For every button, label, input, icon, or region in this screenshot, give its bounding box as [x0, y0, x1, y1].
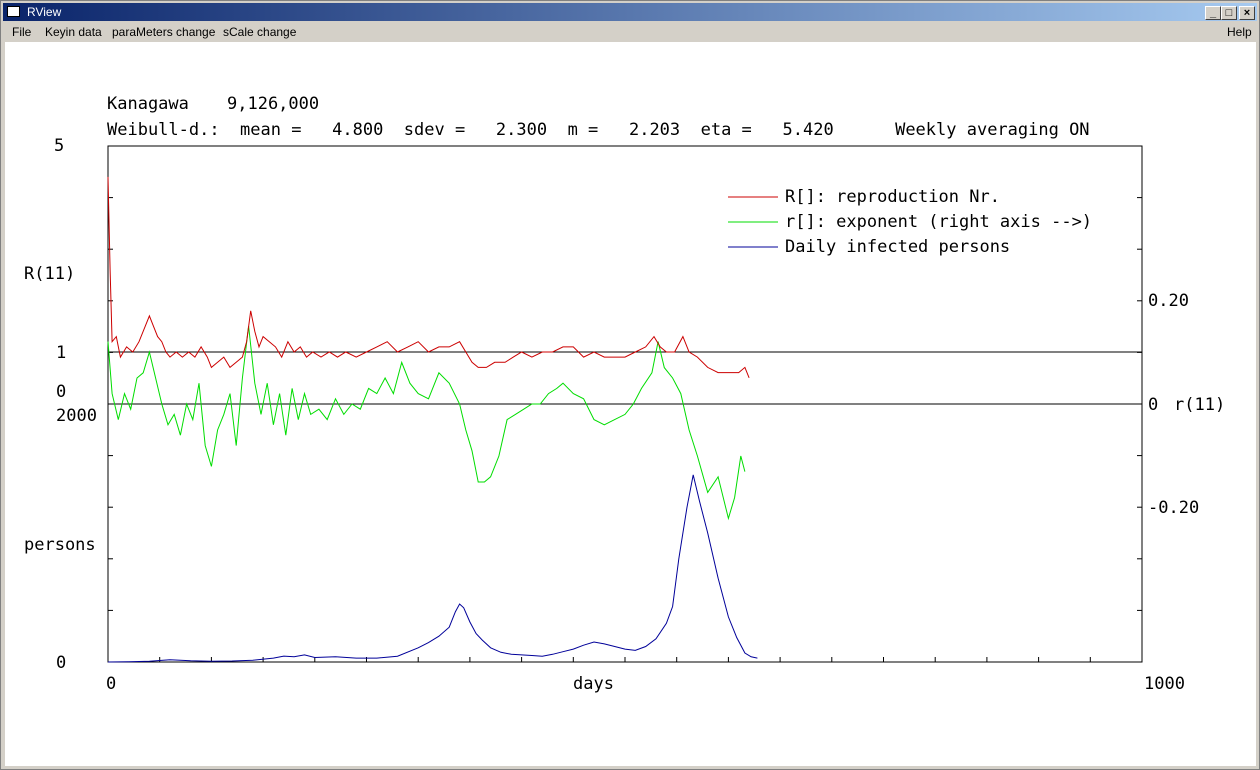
persons-axis-zero-label: 0 — [56, 653, 66, 673]
right-axis-zero-label: 0 — [1148, 395, 1158, 415]
r-axis-zero-label: 0 — [56, 382, 66, 402]
close-icon[interactable]: × — [1239, 6, 1255, 20]
app-icon — [7, 6, 20, 17]
menu-file[interactable]: File — [12, 25, 32, 39]
region-name: Kanagawa — [107, 94, 189, 114]
series-reproduction-R — [107, 176, 750, 378]
menu-help[interactable]: Help — [1227, 25, 1252, 39]
right-axis-neg-label: -0.20 — [1148, 498, 1199, 518]
series-daily-infected — [107, 474, 758, 663]
r-axis-top-label: 5 — [54, 136, 64, 156]
menu-keyin-data[interactable]: Keyin data — [45, 25, 102, 39]
legend-label-daily: Daily infected persons — [785, 237, 1010, 257]
legend-label-r: r[]: exponent (right axis -->) — [785, 212, 1092, 232]
menu-bar: File Keyin data paraMeters change sCale … — [3, 22, 1257, 41]
x-axis-start-label: 0 — [106, 674, 116, 694]
x-axis-label: days — [573, 674, 614, 694]
right-axis-label: r(11) — [1174, 395, 1225, 415]
persons-axis-top-label: 2000 — [56, 406, 97, 426]
minimize-icon[interactable]: _ — [1205, 6, 1221, 20]
right-axis-pos-label: 0.20 — [1148, 291, 1189, 311]
distribution-parameters: Weibull-d.: mean = 4.800 sdev = 2.300 m … — [107, 120, 1090, 140]
menu-scale-change[interactable]: sCale change — [223, 25, 297, 39]
legend-label-R: R[]: reproduction Nr. — [785, 187, 1000, 207]
menu-parameters-change[interactable]: paraMeters change — [112, 25, 216, 39]
persons-axis-label: persons — [24, 535, 96, 555]
maximize-icon[interactable]: □ — [1221, 6, 1237, 20]
title-bar[interactable]: RView _ □ × — [3, 3, 1257, 21]
population-value: 9,126,000 — [227, 94, 319, 114]
series-exponent-r — [107, 325, 746, 521]
window-title: RView — [27, 5, 62, 19]
x-axis-end-label: 1000 — [1144, 674, 1185, 694]
r-axis-label: R(11) — [24, 264, 75, 284]
r-axis-one-label: 1 — [56, 343, 66, 363]
